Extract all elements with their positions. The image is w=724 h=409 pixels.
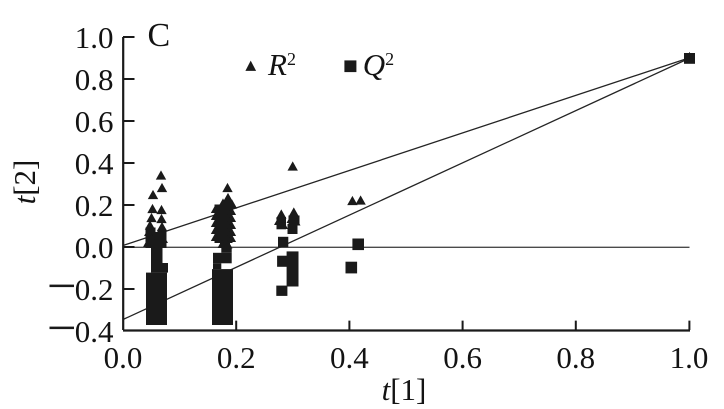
- svg-text:t[1]: t[1]: [382, 372, 427, 407]
- svg-text:0.0: 0.0: [104, 340, 143, 375]
- svg-text:0.4: 0.4: [75, 146, 114, 181]
- svg-text:0.4: 0.4: [75, 314, 114, 349]
- svg-text:0.6: 0.6: [75, 104, 114, 139]
- svg-text:0.8: 0.8: [556, 340, 595, 375]
- svg-text:0.2: 0.2: [75, 272, 114, 307]
- svg-text:0.4: 0.4: [330, 340, 369, 375]
- svg-text:0.8: 0.8: [75, 62, 114, 97]
- svg-text:0.2: 0.2: [75, 188, 114, 223]
- svg-text:1.0: 1.0: [75, 20, 114, 55]
- svg-text:t[2]: t[2]: [7, 160, 42, 205]
- svg-text:0.6: 0.6: [443, 340, 482, 375]
- svg-text:1.0: 1.0: [670, 340, 709, 375]
- svg-text:0.2: 0.2: [217, 340, 256, 375]
- svg-text:C: C: [148, 17, 171, 54]
- svg-text:0.0: 0.0: [75, 230, 114, 265]
